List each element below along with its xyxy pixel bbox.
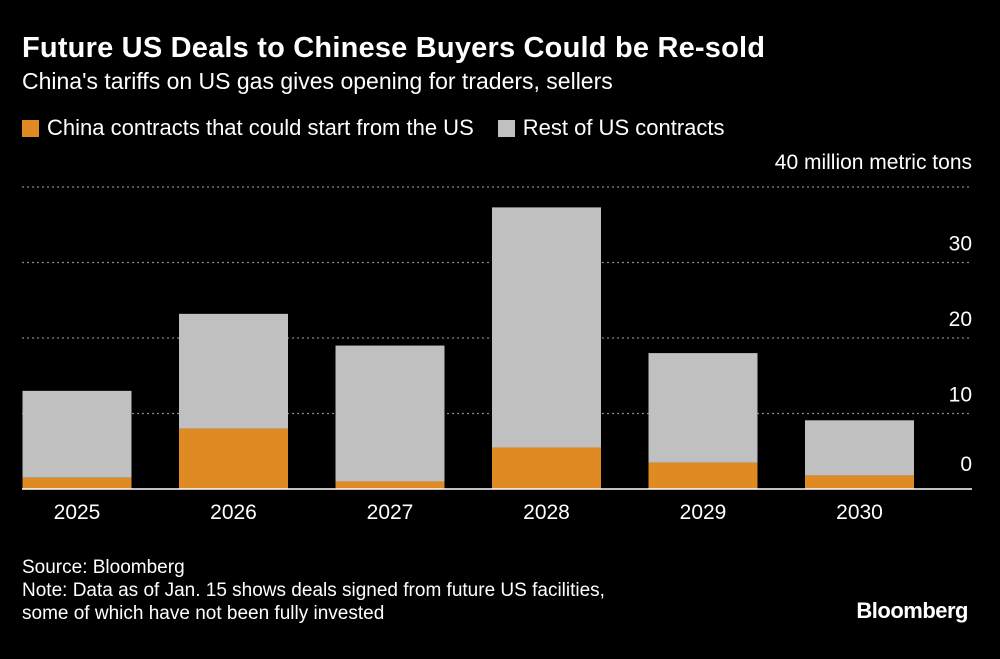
x-tick-label-2027: 2027 [367,501,414,524]
x-tick-label-2030: 2030 [836,501,883,524]
y-tick-label-20: 20 [949,308,972,331]
source-note: Source: Bloomberg Note: Data as of Jan. … [22,556,605,625]
bar-rest-2029 [648,353,758,463]
bar-china-2030 [805,475,914,489]
bar-china-2028 [492,447,601,489]
legend: China contracts that could start from th… [22,115,749,141]
x-tick-label-2026: 2026 [210,501,257,524]
chart-title: Future US Deals to Chinese Buyers Could … [22,32,766,64]
y-tick-label-30: 30 [949,233,972,256]
legend-label-rest: Rest of US contracts [522,115,725,140]
chart-subtitle: China's tariffs on US gas gives opening … [22,68,613,94]
y-tick-label-40: 40 million metric tons [775,151,972,174]
bar-china-2027 [335,481,445,489]
y-tick-label-10: 10 [949,384,972,407]
bar-rest-2026 [179,313,288,429]
x-tick-label-2025: 2025 [54,501,101,524]
legend-item-china: China contracts that could start from th… [22,115,474,141]
bar-rest-2027 [335,345,445,482]
x-tick-label-2029: 2029 [680,501,727,524]
legend-label-china: China contracts that could start from th… [47,115,474,140]
y-tick-label-0: 0 [960,453,972,476]
source-text: Source: Bloomberg [22,557,185,578]
bar-china-2029 [648,462,758,489]
bar-rest-2030 [805,420,914,476]
note-line-1: Note: Data as of Jan. 15 shows deals sig… [22,580,605,601]
legend-item-rest: Rest of US contracts [497,115,725,141]
legend-swatch-china [22,119,39,137]
x-tick-label-2028: 2028 [523,501,570,524]
bar-china-2026 [179,428,288,489]
note-line-2: some of which have not been fully invest… [22,603,385,624]
bloomberg-logo: Bloomberg [856,598,968,623]
bar-china-2025 [22,477,132,489]
bar-rest-2025 [22,390,132,478]
legend-swatch-rest [497,119,515,137]
bar-rest-2028 [492,207,601,448]
